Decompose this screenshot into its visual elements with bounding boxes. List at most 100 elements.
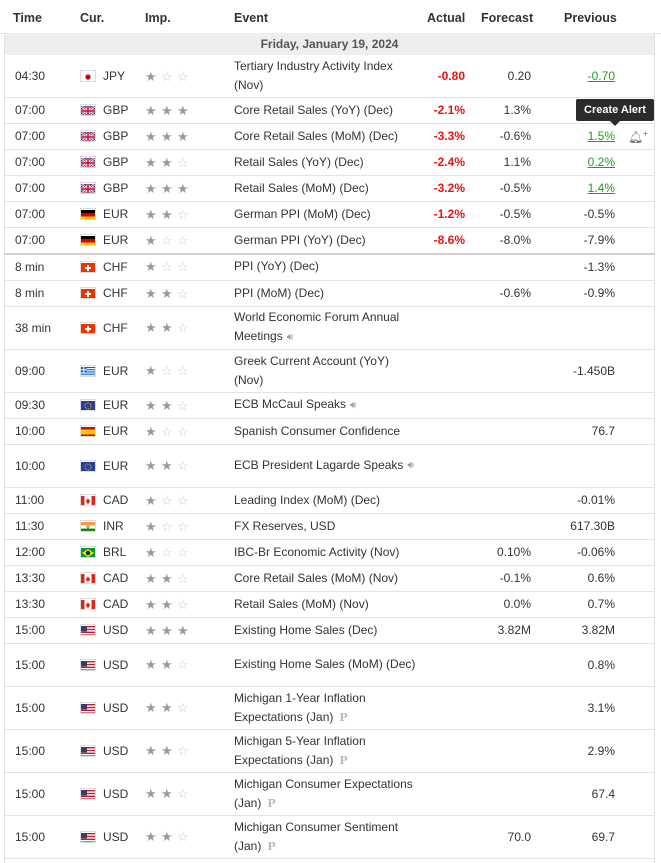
event-name-text[interactable]: Michigan 1-Year Inflation Expectations (… [234, 690, 366, 724]
speaker-icon[interactable]: 🔊︎ [350, 399, 357, 411]
event-name[interactable]: Core Retail Sales (MoM) (Dec) [234, 123, 419, 149]
event-name-text[interactable]: Existing Home Sales (Dec) [234, 622, 378, 637]
event-name[interactable]: ECB President Lagarde Speaks 🔊︎ [234, 444, 419, 487]
table-row[interactable]: 04:30 JPY ★ ☆ ☆ Tertiary Industry Activity In… [4, 55, 655, 98]
event-currency: EUR [103, 458, 129, 473]
event-name-text[interactable]: Core Retail Sales (YoY) (Dec) [234, 102, 393, 117]
event-name-text[interactable]: Michigan 5-Year Inflation Expectations (… [234, 733, 366, 767]
event-name[interactable]: Leading Index (MoM) (Dec) [234, 487, 419, 513]
speaker-icon[interactable]: 🔊︎ [407, 460, 414, 472]
bell-icon[interactable]: 🔔︎+ [628, 129, 648, 144]
header-time[interactable]: Time [13, 11, 42, 25]
event-name[interactable]: Michigan 5-Year Inflation Expectations (… [234, 729, 419, 772]
header-actual[interactable]: Actual [427, 11, 466, 25]
event-name[interactable]: Tertiary Industry Activity Index (Nov) [234, 55, 419, 97]
event-name[interactable]: Spanish Consumer Confidence [234, 418, 419, 444]
event-name[interactable]: Retail Sales (MoM) (Nov) [234, 591, 419, 617]
header-event[interactable]: Event [234, 11, 269, 25]
event-name-text[interactable]: German PPI (YoY) (Dec) [234, 232, 366, 247]
header-forecast[interactable]: Forecast [481, 11, 534, 25]
table-row[interactable]: 15:00 USD ★ ★ ☆ Michigan Consumer Sentiment (… [4, 815, 655, 859]
event-name[interactable]: PPI (YoY) (Dec) [234, 253, 419, 280]
event-name[interactable]: Michigan Consumer Sentiment (Jan) P [234, 815, 419, 858]
event-name-text[interactable]: ECB McCaul Speaks [234, 397, 347, 412]
star-icon: ★ [177, 102, 189, 118]
star-icon: ☆ [177, 570, 189, 586]
table-row[interactable]: 07:00 GBP ★ ★ ☆ Retail Sales (YoY) (Dec) -2.4%… [4, 149, 655, 176]
table-row[interactable]: 07:00 EUR ★ ☆ ☆ German PPI (YoY) (Dec) -8.6% -8… [4, 227, 655, 255]
event-name-text[interactable]: Greek Current Account (YoY) (Nov) [234, 353, 389, 387]
event-name-text[interactable]: Leading Index (MoM) (Dec) [234, 492, 381, 507]
table-row[interactable]: 07:00 GBP ★ ★ ★ Core Retail Sales (MoM) (Dec)… [4, 123, 655, 150]
header-currency[interactable]: Cur. [80, 11, 105, 25]
flag-icon [81, 201, 95, 227]
table-row[interactable]: 09:30 EUR ★ ★ ☆ ECB McCaul Speaks 🔊︎ [4, 392, 655, 419]
table-row[interactable]: 07:00 EUR ★ ★ ☆ German PPI (MoM) (Dec) -1.2% -0… [4, 201, 655, 228]
flag-icon [81, 539, 95, 565]
event-name[interactable]: Michigan Consumer Expectations (Jan) P [234, 772, 419, 815]
event-forecast: -0.5% [499, 207, 531, 221]
table-row[interactable]: 09:00 EUR ★ ☆ ☆ Greek Current Account (YoY) (… [4, 349, 655, 393]
event-name-text[interactable]: PPI (YoY) (Dec) [234, 259, 319, 273]
event-name[interactable]: FX Reserves, USD [234, 513, 419, 539]
event-name-text[interactable]: Existing Home Sales (MoM) (Dec) [234, 657, 416, 671]
table-row[interactable]: 15:00 USD ★ ★ ☆ Michigan Consumer Expectation… [4, 772, 655, 816]
event-name-text[interactable]: Retail Sales (MoM) (Dec) [234, 180, 369, 195]
event-name[interactable]: IBC-Br Economic Activity (Nov) [234, 539, 419, 565]
table-row[interactable]: 15:00 USD ★ ★ ☆ Michigan 5-Year Inflation Exp… [4, 729, 655, 773]
event-name-text[interactable]: German PPI (MoM) (Dec) [234, 206, 371, 221]
table-row[interactable]: 15:00 USD ★ ★ ☆ Existing Home Sales (MoM) (De… [4, 643, 655, 687]
event-name[interactable]: Existing Home Sales (MoM) (Dec) [234, 643, 419, 686]
event-name[interactable]: German PPI (YoY) (Dec) [234, 227, 419, 253]
event-name[interactable]: Existing Home Sales (Dec) [234, 617, 419, 643]
event-name-text[interactable]: World Economic Forum Annual Meetings [234, 310, 400, 344]
event-name-text[interactable]: FX Reserves, USD [234, 518, 336, 533]
table-row[interactable]: 8 min CHF ★ ★ ☆ PPI (MoM) (Dec) -0.6% -0.9% [4, 280, 655, 307]
event-name-text[interactable]: Retail Sales (MoM) (Nov) [234, 596, 369, 611]
table-row[interactable]: 11:00 CAD ★ ☆ ☆ Leading Index (MoM) (Dec) -0.0… [4, 487, 655, 514]
event-currency: EUR [103, 363, 129, 378]
header-previous[interactable]: Previous [564, 11, 617, 25]
header-importance[interactable]: Imp. [145, 11, 171, 25]
event-name-text[interactable]: Tertiary Industry Activity Index (Nov) [234, 59, 393, 92]
event-time: 15:00 [15, 623, 46, 637]
event-name-text[interactable]: IBC-Br Economic Activity (Nov) [234, 544, 400, 559]
speaker-icon[interactable]: 🔊︎ [286, 331, 294, 343]
event-name[interactable]: Michigan 1-Year Inflation Expectations (… [234, 686, 419, 729]
table-row[interactable]: 15:00 USD ★ ★ ☆ Michigan 1-Year Inflation Exp… [4, 686, 655, 730]
event-name-text[interactable]: Michigan Consumer Expectations (Jan) [234, 776, 413, 810]
table-row[interactable]: 15:00 USD ★ ★ ★ Existing Home Sales (Dec) 3.82… [4, 617, 655, 644]
event-name[interactable]: ECB McCaul Speaks 🔊︎ [234, 392, 419, 418]
event-actual: -0.80 [437, 69, 465, 83]
table-row[interactable]: 07:00 GBP ★ ★ ★ Core Retail Sales (YoY) (Dec)… [4, 97, 655, 124]
table-row[interactable]: 10:00 EUR ★ ★ ☆ ECB President Lagarde Speaks 🔊… [4, 444, 655, 488]
event-name[interactable]: Retail Sales (MoM) (Dec) [234, 175, 419, 201]
table-row[interactable]: 13:30 CAD ★ ★ ☆ Retail Sales (MoM) (Nov) 0.0% 0… [4, 591, 655, 618]
event-name[interactable]: World Economic Forum Annual Meetings 🔊︎ [234, 306, 419, 349]
event-name[interactable]: German PPI (MoM) (Dec) [234, 201, 419, 227]
date-row: Friday, January 19, 2024 [4, 33, 655, 55]
event-name[interactable]: PPI (MoM) (Dec) [234, 280, 419, 306]
table-row[interactable]: 38 min CHF ★ ★ ☆ World Economic Forum Annual … [4, 306, 655, 350]
event-name[interactable]: Core Retail Sales (YoY) (Dec) [234, 97, 419, 123]
table-row[interactable]: 10:00 EUR ★ ☆ ☆ Spanish Consumer Confidence 76… [4, 418, 655, 445]
event-currency: GBP [103, 155, 129, 169]
table-row[interactable]: 07:00 GBP ★ ★ ★ Retail Sales (MoM) (Dec) -3.2%… [4, 175, 655, 202]
event-name-text[interactable]: Core Retail Sales (MoM) (Nov) [234, 570, 399, 585]
table-row[interactable]: 11:30 INR ★ ☆ ☆ FX Reserves, USD 617.30B [4, 513, 655, 540]
event-name-text[interactable]: PPI (MoM) (Dec) [234, 285, 324, 300]
event-previous: -0.5% [584, 201, 615, 227]
event-name-text[interactable]: Spanish Consumer Confidence [234, 423, 401, 438]
event-name-text[interactable]: Michigan Consumer Sentiment (Jan) [234, 819, 399, 853]
table-row[interactable]: 12:00 BRL ★ ☆ ☆ IBC-Br Economic Activity (Nov… [4, 539, 655, 566]
event-name[interactable]: Greek Current Account (YoY) (Nov) [234, 349, 419, 392]
event-name[interactable]: Retail Sales (YoY) (Dec) [234, 149, 419, 175]
event-name[interactable]: Core Retail Sales (MoM) (Nov) [234, 565, 419, 591]
event-name-text[interactable]: Core Retail Sales (MoM) (Dec) [234, 128, 399, 143]
event-name-text[interactable]: Retail Sales (YoY) (Dec) [234, 154, 364, 169]
event-name-text[interactable]: ECB President Lagarde Speaks [234, 457, 404, 472]
table-row[interactable]: 8 min CHF ★ ☆ ☆ PPI (YoY) (Dec) -1.3% [4, 253, 655, 281]
event-previous-value: 0.6% [587, 571, 615, 585]
flag-icon [81, 444, 95, 487]
table-row[interactable]: 13:30 CAD ★ ★ ☆ Core Retail Sales (MoM) (Nov)… [4, 565, 655, 592]
